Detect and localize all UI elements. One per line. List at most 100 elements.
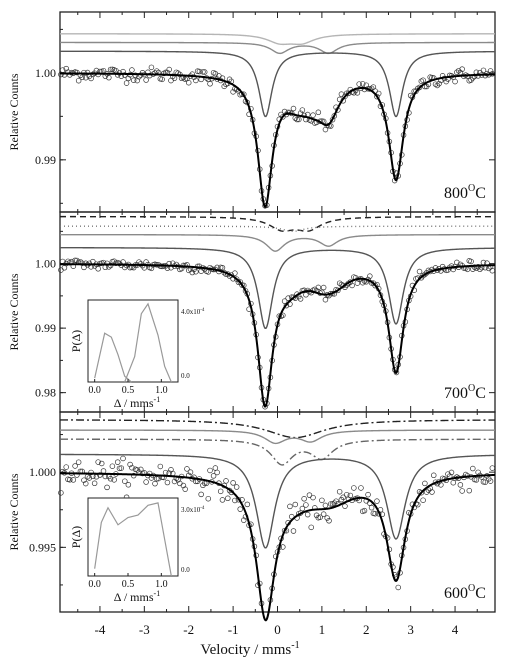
data-point [475,469,481,476]
data-point [180,482,187,489]
data-point [285,109,291,116]
temperature-value: 700 [444,385,468,402]
data-point [432,81,439,87]
data-point [104,484,110,491]
data-point [322,502,329,509]
data-point [95,266,101,272]
data-point [320,511,327,517]
inset-frame [87,299,179,383]
data-point [232,497,238,504]
y-tick-label: 0.99 [35,321,56,335]
data-point [296,116,302,123]
data-point [324,515,330,521]
data-point [72,463,78,469]
data-point [65,69,71,75]
data-point [482,479,488,485]
data-point [98,460,105,467]
temperature-label: 600OC [444,583,486,602]
data-point [114,459,121,465]
data-point [233,276,240,282]
component-line [60,419,496,439]
data-point [372,510,378,517]
data-point [322,296,329,303]
data-point [169,73,176,80]
data-point [374,498,380,504]
data-point [148,64,155,71]
data-point [75,77,82,84]
data-point [280,544,286,550]
x-tick-label: 2 [363,622,370,637]
data-point [342,503,348,509]
data-point [201,69,208,75]
y-axis-label: Relative Counts [7,273,21,350]
inset-x-tick-label: 0.5 [122,579,135,590]
inset-x-label: Δ / mms-1 [114,589,160,604]
data-point [331,500,338,506]
data-point [489,267,496,274]
temperature-unit: C [475,385,486,402]
data-point [308,524,314,531]
data-point [118,465,125,471]
data-point [219,497,226,503]
data-point [154,68,160,74]
inset-x-tick-label: 0.0 [88,579,101,590]
temperature-unit: C [475,185,486,202]
data-point [125,75,132,82]
data-point [86,475,93,481]
data-point [395,584,401,591]
data-point [292,501,299,508]
data-point [299,505,306,512]
data-point [70,477,77,483]
data-point [111,477,117,483]
inset-x-label: Δ / mms-1 [114,395,160,410]
data-point [193,268,199,275]
component-line [60,429,495,445]
y-axis-label: Relative Counts [7,473,21,550]
y-tick-label: 1.000 [29,465,56,479]
data-point [361,507,368,514]
data-point [470,465,476,472]
data-point [262,403,268,410]
data-point [129,67,135,73]
data-point [375,90,382,97]
data-point [230,89,236,95]
y-tick-label: 1.00 [35,257,56,271]
x-tick-labels: -4 -3 -2 -1 0 1 2 3 4 [95,622,459,637]
component-line [60,33,495,46]
inset-series [124,302,172,383]
data-point [317,514,323,520]
inset-ytick-bottom: 0.0 [181,372,190,380]
data-point [473,477,480,483]
data-point [184,466,190,472]
data-point [97,472,103,478]
data-point [116,260,123,267]
data-point [310,494,316,501]
x-tick-label: 3 [407,622,414,637]
data-point [132,72,139,79]
inset-ytick-top: 4.0x10-4 [181,308,205,316]
data-point [294,116,300,123]
data-point [422,271,428,278]
data-point [343,491,350,498]
data-point [164,479,171,486]
component-line [60,246,496,329]
fit-curve [60,472,496,622]
data-point [452,78,458,85]
data-point [434,82,441,89]
data-point [429,489,435,495]
data-point [459,488,465,494]
x-axis-label: Velocity / mms-1 [200,640,299,658]
data-point [342,93,348,100]
data-point [130,77,137,83]
data-point [420,497,426,503]
data-point [454,69,460,76]
data-point [107,66,114,73]
inset-x-label-text: Δ / mms [114,396,154,410]
data-point [122,478,128,484]
data-point [359,81,366,87]
inset-series [94,502,172,577]
data-point [237,506,243,512]
data-point [82,260,89,267]
data-point [416,268,423,275]
panel-top: 0.99 1.00 Relative Counts 800OC [7,11,496,213]
